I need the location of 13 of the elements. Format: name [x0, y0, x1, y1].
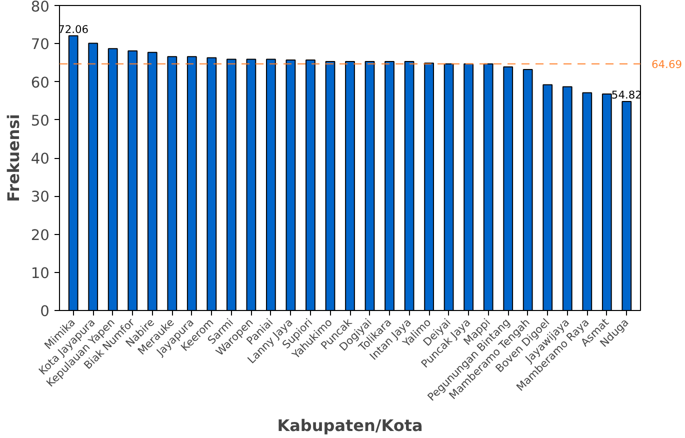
y-tick-label: 60 [30, 74, 50, 92]
ref-line-label: 64.69 [652, 58, 682, 71]
y-tick-label: 40 [30, 150, 50, 168]
data-label: 54.82 [611, 88, 642, 102]
y-tick-label: 70 [30, 36, 50, 54]
y-tick-label: 80 [30, 0, 50, 16]
y-tick-label: 10 [30, 264, 50, 282]
y-tick-label: 20 [30, 226, 50, 244]
y-tick-label: 50 [30, 112, 50, 130]
x-axis-title: Kabupaten/Kota [277, 416, 423, 436]
y-axis-title: Frekuensi [4, 114, 23, 202]
y-tick-label: 0 [40, 303, 50, 320]
y-tick-label: 30 [30, 188, 50, 206]
